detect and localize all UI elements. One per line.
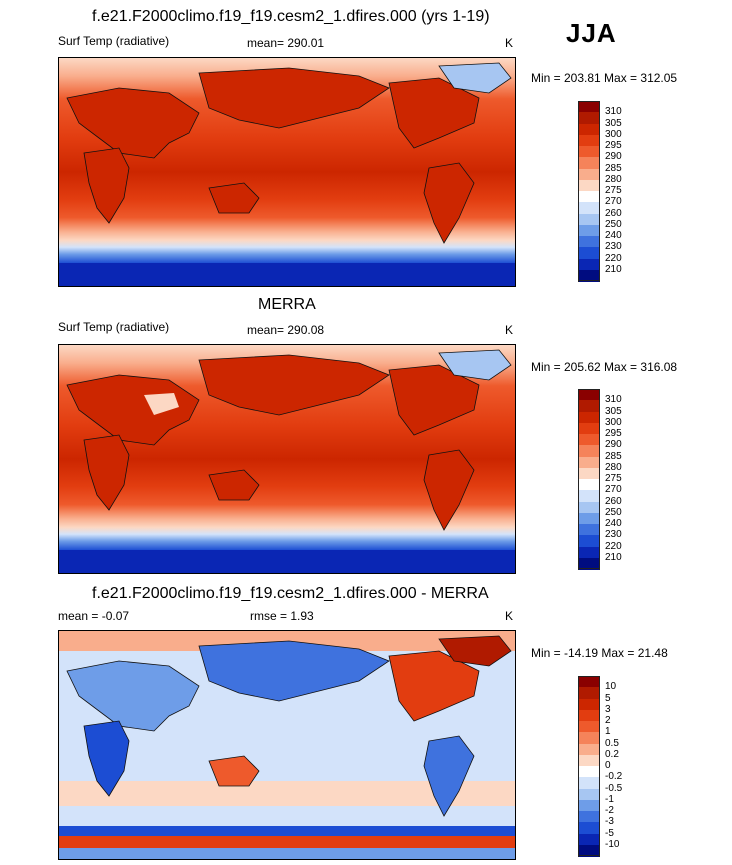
panel-1-colorbar-label: 220 [605, 252, 622, 264]
panel-3-colorbar-frame [578, 676, 600, 856]
panel-1-variable: Surf Temp (radiative) [58, 34, 170, 48]
panel-2-colorbar-label: 310 [605, 394, 622, 406]
panel-1-colorbar-label: 240 [605, 230, 622, 241]
panel-3-colorbar-label: 0 [605, 760, 611, 771]
panel-3-colorbar-label: -10 [605, 838, 620, 850]
panel-2-colorbar-label: 260 [605, 495, 622, 507]
panel-2-colorbar-label: 295 [605, 428, 622, 439]
panel-2-colorbar-label: 250 [605, 506, 622, 518]
panel-2-variable: Surf Temp (radiative) [58, 320, 170, 334]
panel-1-colorbar: 310 305 300 295 290 285 280 275 270 260 250 240 230 2… [578, 101, 622, 282]
panel-2-title: MERRA [258, 296, 316, 313]
panel-1-colorbar-label: 270 [605, 196, 622, 208]
panel-3-rmse: rmse = 1.93 [250, 609, 314, 623]
panel-1-colorbar-label: 310 [605, 106, 622, 118]
panel-2-map [58, 344, 516, 574]
panel-3-colorbar-label: -1 [605, 793, 614, 805]
panel-2-colorbar-label: 230 [605, 529, 622, 541]
panel-2-colorbar-label: 280 [605, 461, 622, 473]
panel-3-colorbar-label: -0.5 [605, 782, 623, 794]
panel-3-colorbar-label: 2 [605, 715, 611, 726]
panel-3-colorbar-label: 5 [605, 692, 611, 704]
panel-3-colorbar-label: 3 [605, 703, 611, 715]
panel-2-colorbar-label: 305 [605, 405, 622, 417]
panel-1-map-svg [59, 58, 515, 286]
panel-1-mean: mean= 290.01 [247, 36, 325, 50]
panel-3-map-svg [59, 631, 515, 859]
panel-3-colorbar-label: 1 [605, 726, 611, 738]
panel-3-colorbar-label: 0.5 [605, 737, 619, 749]
panel-1-colorbar-label: 250 [605, 218, 622, 230]
panel-2-colorbar-label: 285 [605, 450, 622, 462]
panel-1-units: K [505, 36, 514, 50]
panel-1-colorbar-label: 290 [605, 151, 622, 163]
panel-3-map [58, 630, 516, 860]
panel-1-colorbar-frame [578, 101, 600, 281]
panel-3-colorbar: 10 5 3 2 1 0.5 0.2 0 -0.2 -0.5 -1 -2 -3 -5 -10 [578, 676, 622, 857]
panel-1-map [58, 57, 516, 287]
panel-1-colorbar-label: 275 [605, 185, 622, 196]
panel-1-colorbar-label: 260 [605, 207, 622, 219]
panel-1-colorbar-label: 300 [605, 128, 622, 140]
panel-1-colorbar-label: 295 [605, 140, 622, 151]
panel-2-units: K [505, 323, 514, 337]
panel-3-colorbar-label: -0.2 [605, 771, 623, 783]
panel-3-colorbar-label: 10 [605, 681, 617, 693]
panel-3-stat-left: mean = -0.07 [58, 609, 130, 623]
season-label: JJA [566, 18, 617, 48]
panel-2-colorbar-label: 300 [605, 416, 622, 428]
panel-3-colorbar-label: 0.2 [605, 748, 619, 760]
panel-1-title: f.e21.F2000climo.f19_f19.cesm2_1.dfires.… [92, 8, 490, 25]
panel-3-minmax: Min = -14.19 Max = 21.48 [531, 646, 668, 660]
panel-2-colorbar-label: 270 [605, 484, 622, 496]
panel-3-units: K [505, 609, 514, 623]
panel-1-colorbar-label: 280 [605, 173, 622, 185]
panel-1-colorbar-label: 210 [605, 263, 622, 275]
panel-3-colorbar-label: -5 [605, 827, 614, 839]
panel-3-title: f.e21.F2000climo.f19_f19.cesm2_1.dfires.… [92, 585, 489, 602]
panel-2-colorbar: 310 305 300 295 290 285 280 275 270 260 250 240 230 2… [578, 389, 622, 570]
panel-1-colorbar-label: 305 [605, 117, 622, 129]
panel-2-map-svg [59, 345, 515, 573]
panel-1-minmax: Min = 203.81 Max = 312.05 [531, 71, 678, 85]
panel-3-colorbar-label: -2 [605, 805, 614, 816]
panel-3-colorbar-label: -3 [605, 816, 614, 828]
panel-1-colorbar-label: 230 [605, 241, 622, 253]
panel-2-minmax: Min = 205.62 Max = 316.08 [531, 360, 678, 374]
panel-2-colorbar-label: 240 [605, 518, 622, 529]
panel-2-colorbar-label: 210 [605, 551, 622, 563]
panel-2-colorbar-label: 275 [605, 473, 622, 484]
panel-2-colorbar-frame [578, 389, 600, 569]
panel-1-colorbar-label: 285 [605, 162, 622, 174]
panel-2-colorbar-label: 220 [605, 540, 622, 552]
panel-2-mean: mean= 290.08 [247, 323, 325, 337]
panel-2-colorbar-label: 290 [605, 439, 622, 451]
